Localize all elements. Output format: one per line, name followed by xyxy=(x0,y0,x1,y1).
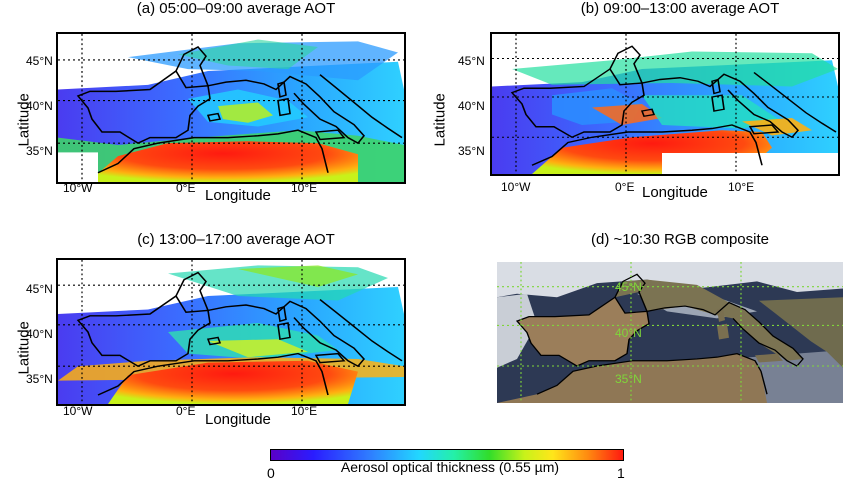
panel-a-aot-map xyxy=(56,32,406,184)
panel-c-lon-10w: 10°W xyxy=(63,404,93,418)
colorbar-min-label: 0 xyxy=(267,465,275,481)
panel-c-lon-10e: 10°E xyxy=(291,404,318,418)
panel-b-lon-10w: 10°W xyxy=(501,180,531,194)
panel-a-lat-45: 45°N xyxy=(26,54,53,68)
panel-d-lat-35: 35°N xyxy=(615,372,642,386)
panel-a-xlabel: Longitude xyxy=(205,187,271,204)
panel-a-lon-0e: 0°E xyxy=(176,181,196,195)
panel-d-rgb-composite: 45°N 40°N 35°N xyxy=(497,262,843,403)
panel-b-lat-45: 45°N xyxy=(458,54,485,68)
panel-a-lon-10e: 10°E xyxy=(291,181,318,195)
aot-colorbar xyxy=(270,449,624,461)
panel-c-xlabel: Longitude xyxy=(205,411,271,428)
panel-b-lon-10e: 10°E xyxy=(728,180,755,194)
panel-b-aot-map xyxy=(490,32,840,176)
panel-a-lat-40: 40°N xyxy=(26,99,53,113)
panel-b-lon-0e: 0°E xyxy=(615,180,635,194)
colorbar-title: Aerosol optical thickness (0.55 µm) xyxy=(340,459,560,475)
panel-d-title: (d) ~10:30 RGB composite xyxy=(590,231,769,248)
panel-d-lat-40: 40°N xyxy=(615,326,642,340)
panel-c-lon-0e: 0°E xyxy=(176,404,196,418)
panel-c-lat-45: 45°N xyxy=(26,282,53,296)
panel-c-lat-40: 40°N xyxy=(26,327,53,341)
panel-c-lat-35: 35°N xyxy=(26,372,53,386)
panel-b-lat-40: 40°N xyxy=(458,99,485,113)
colorbar-max-label: 1 xyxy=(617,465,625,481)
panel-c-aot-map xyxy=(56,258,406,406)
panel-b-ylabel: Latitude xyxy=(431,93,449,147)
panel-a-lon-10w: 10°W xyxy=(63,181,93,195)
panel-a-title: (a) 05:00–09:00 average AOT xyxy=(136,0,336,17)
panel-b-lat-35: 35°N xyxy=(458,144,485,158)
panel-d-lat-45: 45°N xyxy=(615,280,642,294)
panel-b-title: (b) 09:00–13:00 average AOT xyxy=(580,0,780,17)
panel-c-title: (c) 13:00–17:00 average AOT xyxy=(137,231,335,248)
panel-b-xlabel: Longitude xyxy=(642,184,708,201)
panel-a-lat-35: 35°N xyxy=(26,144,53,158)
